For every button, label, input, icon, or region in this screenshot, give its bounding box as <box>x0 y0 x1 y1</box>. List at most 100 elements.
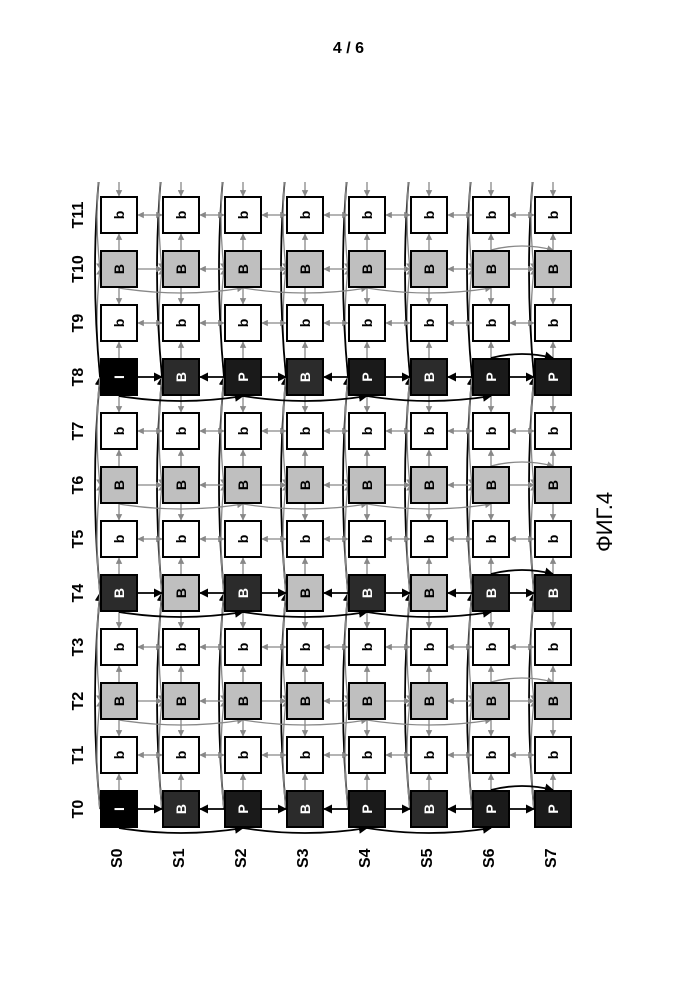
frame-S7-T6: B <box>534 466 572 504</box>
figure-caption: ФИГ.4 <box>592 492 618 552</box>
frame-S2-T2: B <box>224 682 262 720</box>
frame-S1-T7: b <box>162 412 200 450</box>
row-label-S2: S2 <box>233 848 251 868</box>
frame-S0-T6: B <box>100 466 138 504</box>
frame-S1-T8: B <box>162 358 200 396</box>
row-label-S3: S3 <box>295 848 313 868</box>
frame-S7-T0: P <box>534 790 572 828</box>
frame-S0-T8: I <box>100 358 138 396</box>
frame-S2-T10: B <box>224 250 262 288</box>
frame-S3-T10: B <box>286 250 324 288</box>
frame-S3-T11: b <box>286 196 324 234</box>
frame-S0-T5: b <box>100 520 138 558</box>
frame-S1-T3: b <box>162 628 200 666</box>
frame-S7-T7: b <box>534 412 572 450</box>
frame-S5-T1: b <box>410 736 448 774</box>
frame-S5-T4: B <box>410 574 448 612</box>
col-label-T0: T0 <box>70 789 88 829</box>
frame-S3-T7: b <box>286 412 324 450</box>
frame-S7-T1: b <box>534 736 572 774</box>
frame-S4-T7: b <box>348 412 386 450</box>
frame-S5-T3: b <box>410 628 448 666</box>
col-label-T11: T11 <box>70 195 88 235</box>
frame-S0-T10: B <box>100 250 138 288</box>
frame-S7-T9: b <box>534 304 572 342</box>
frame-S4-T9: b <box>348 304 386 342</box>
frame-S6-T10: B <box>472 250 510 288</box>
page-number: 4 / 6 <box>0 40 697 58</box>
frame-S2-T11: b <box>224 196 262 234</box>
frame-S1-T4: B <box>162 574 200 612</box>
frame-S0-T9: b <box>100 304 138 342</box>
frame-S3-T4: B <box>286 574 324 612</box>
frame-S3-T5: b <box>286 520 324 558</box>
col-label-T9: T9 <box>70 303 88 343</box>
frame-S5-T7: b <box>410 412 448 450</box>
frame-S6-T8: P <box>472 358 510 396</box>
col-label-T10: T10 <box>70 249 88 289</box>
frame-S6-T1: b <box>472 736 510 774</box>
grid-area: IbBbBbBbIbBbBbBbBbBbBbBbPbBbBbBbPbBbBbBb… <box>56 182 642 878</box>
frame-S2-T1: b <box>224 736 262 774</box>
frame-S1-T10: B <box>162 250 200 288</box>
frame-S4-T11: b <box>348 196 386 234</box>
frame-S4-T1: b <box>348 736 386 774</box>
frame-S1-T5: b <box>162 520 200 558</box>
frame-S5-T6: B <box>410 466 448 504</box>
frame-S5-T10: B <box>410 250 448 288</box>
frame-S1-T9: b <box>162 304 200 342</box>
frame-S2-T4: B <box>224 574 262 612</box>
frame-S7-T10: B <box>534 250 572 288</box>
frame-S6-T2: B <box>472 682 510 720</box>
frame-S0-T1: b <box>100 736 138 774</box>
frame-S1-T6: B <box>162 466 200 504</box>
frame-S4-T0: P <box>348 790 386 828</box>
frame-S7-T8: P <box>534 358 572 396</box>
frame-S4-T5: b <box>348 520 386 558</box>
frame-S5-T11: b <box>410 196 448 234</box>
frame-S1-T2: B <box>162 682 200 720</box>
frame-S5-T2: B <box>410 682 448 720</box>
frame-S2-T3: b <box>224 628 262 666</box>
frame-S0-T4: B <box>100 574 138 612</box>
frame-S3-T0: B <box>286 790 324 828</box>
frame-S7-T5: b <box>534 520 572 558</box>
frame-S3-T3: b <box>286 628 324 666</box>
frame-S2-T9: b <box>224 304 262 342</box>
frame-S6-T6: B <box>472 466 510 504</box>
frame-S5-T8: B <box>410 358 448 396</box>
row-label-S1: S1 <box>171 848 189 868</box>
col-label-T6: T6 <box>70 465 88 505</box>
frame-S6-T9: b <box>472 304 510 342</box>
frame-S1-T1: b <box>162 736 200 774</box>
frame-S3-T1: b <box>286 736 324 774</box>
frame-S2-T7: b <box>224 412 262 450</box>
col-label-T8: T8 <box>70 357 88 397</box>
frame-S3-T8: B <box>286 358 324 396</box>
frame-S6-T4: B <box>472 574 510 612</box>
frame-S7-T11: b <box>534 196 572 234</box>
frame-S4-T4: B <box>348 574 386 612</box>
diagram: IbBbBbBbIbBbBbBbBbBbBbBbPbBbBbBbPbBbBbBb… <box>56 182 642 878</box>
frame-S0-T2: B <box>100 682 138 720</box>
frame-S6-T5: b <box>472 520 510 558</box>
col-label-T2: T2 <box>70 681 88 721</box>
row-label-S6: S6 <box>481 848 499 868</box>
frame-S5-T0: B <box>410 790 448 828</box>
row-label-S7: S7 <box>543 848 561 868</box>
row-label-S4: S4 <box>357 848 375 868</box>
frame-S0-T7: b <box>100 412 138 450</box>
col-label-T4: T4 <box>70 573 88 613</box>
row-label-S0: S0 <box>109 848 127 868</box>
frame-S0-T3: b <box>100 628 138 666</box>
col-label-T7: T7 <box>70 411 88 451</box>
frame-S6-T3: b <box>472 628 510 666</box>
frame-S4-T10: B <box>348 250 386 288</box>
frame-S0-T0: I <box>100 790 138 828</box>
col-label-T1: T1 <box>70 735 88 775</box>
frame-S7-T4: B <box>534 574 572 612</box>
frame-S6-T11: b <box>472 196 510 234</box>
frame-S3-T6: B <box>286 466 324 504</box>
frame-S6-T7: b <box>472 412 510 450</box>
frame-S7-T3: b <box>534 628 572 666</box>
